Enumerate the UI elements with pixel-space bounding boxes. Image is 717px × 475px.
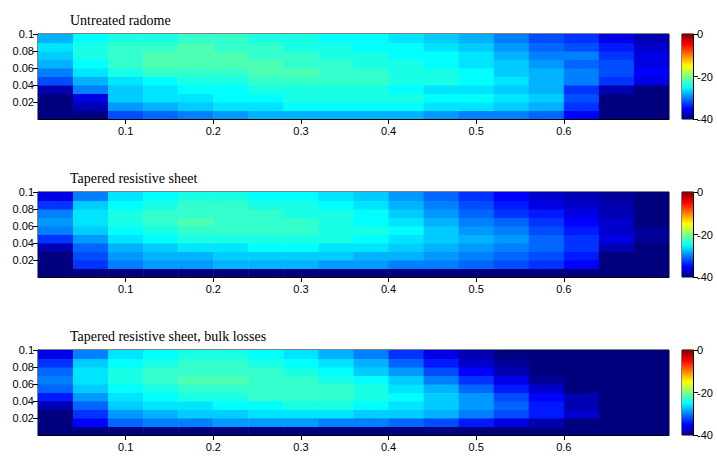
svg-text:0.3: 0.3: [293, 125, 308, 137]
svg-text:0.04: 0.04: [13, 237, 34, 249]
svg-text:0.04: 0.04: [13, 79, 34, 91]
svg-text:0.06: 0.06: [13, 62, 34, 74]
svg-text:0.2: 0.2: [206, 283, 221, 295]
svg-text:0.1: 0.1: [19, 344, 34, 356]
svg-text:0.06: 0.06: [13, 220, 34, 232]
svg-text:-40: -40: [697, 113, 713, 125]
svg-text:0.1: 0.1: [118, 283, 133, 295]
svg-text:0.3: 0.3: [293, 283, 308, 295]
svg-text:0.1: 0.1: [118, 125, 133, 137]
svg-text:0.08: 0.08: [13, 361, 34, 373]
svg-text:-40: -40: [697, 271, 713, 283]
svg-text:0: 0: [697, 186, 703, 198]
svg-text:0.2: 0.2: [206, 441, 221, 453]
svg-text:0.3: 0.3: [293, 441, 308, 453]
svg-text:0: 0: [697, 28, 703, 40]
svg-text:0.5: 0.5: [469, 125, 484, 137]
svg-text:0.6: 0.6: [556, 283, 571, 295]
svg-text:0.1: 0.1: [118, 441, 133, 453]
svg-text:0.5: 0.5: [469, 283, 484, 295]
svg-text:0.02: 0.02: [13, 254, 34, 266]
svg-text:-20: -20: [697, 71, 713, 83]
svg-text:0.6: 0.6: [556, 125, 571, 137]
svg-text:0.06: 0.06: [13, 378, 34, 390]
svg-text:0.1: 0.1: [19, 28, 34, 40]
svg-text:0.4: 0.4: [381, 283, 396, 295]
svg-text:0.1: 0.1: [19, 186, 34, 198]
svg-text:0.02: 0.02: [13, 412, 34, 424]
svg-text:0.6: 0.6: [556, 441, 571, 453]
svg-text:0.5: 0.5: [469, 441, 484, 453]
svg-text:-40: -40: [697, 429, 713, 441]
svg-text:0.4: 0.4: [381, 441, 396, 453]
svg-text:Tapered resistive sheet: Tapered resistive sheet: [70, 171, 197, 186]
svg-text:Tapered resistive sheet, bulk: Tapered resistive sheet, bulk losses: [70, 329, 266, 344]
svg-text:0.04: 0.04: [13, 395, 34, 407]
svg-text:0: 0: [697, 344, 703, 356]
svg-text:0.02: 0.02: [13, 96, 34, 108]
svg-text:0.2: 0.2: [206, 125, 221, 137]
svg-text:0.4: 0.4: [381, 125, 396, 137]
svg-text:0.08: 0.08: [13, 203, 34, 215]
svg-text:-20: -20: [697, 387, 713, 399]
svg-text:Untreated radome: Untreated radome: [70, 13, 171, 28]
svg-text:0.08: 0.08: [13, 45, 34, 57]
svg-text:-20: -20: [697, 229, 713, 241]
